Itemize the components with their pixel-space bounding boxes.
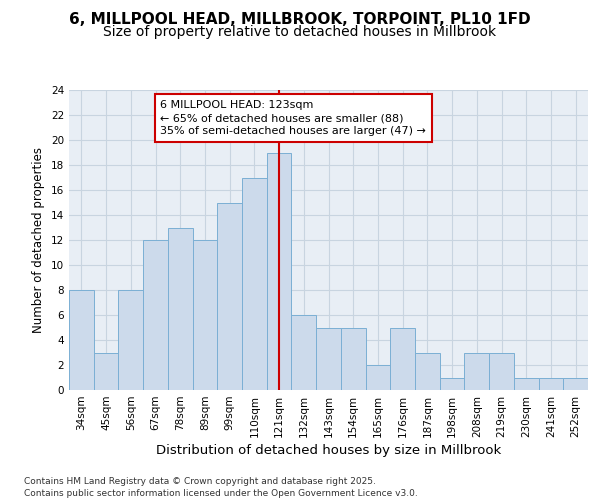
Text: 6, MILLPOOL HEAD, MILLBROOK, TORPOINT, PL10 1FD: 6, MILLPOOL HEAD, MILLBROOK, TORPOINT, P… xyxy=(69,12,531,28)
X-axis label: Distribution of detached houses by size in Millbrook: Distribution of detached houses by size … xyxy=(156,444,501,457)
Bar xyxy=(464,352,489,390)
Text: Contains HM Land Registry data © Crown copyright and database right 2025.
Contai: Contains HM Land Registry data © Crown c… xyxy=(24,476,418,498)
Bar xyxy=(217,202,242,390)
Bar xyxy=(193,240,217,390)
Text: 6 MILLPOOL HEAD: 123sqm
← 65% of detached houses are smaller (88)
35% of semi-de: 6 MILLPOOL HEAD: 123sqm ← 65% of detache… xyxy=(160,100,427,136)
Bar xyxy=(94,352,118,390)
Bar xyxy=(118,290,143,390)
Bar xyxy=(341,328,365,390)
Bar xyxy=(143,240,168,390)
Bar xyxy=(168,228,193,390)
Bar xyxy=(514,378,539,390)
Bar xyxy=(69,290,94,390)
Bar xyxy=(489,352,514,390)
Bar xyxy=(267,152,292,390)
Bar xyxy=(242,178,267,390)
Bar xyxy=(292,315,316,390)
Bar xyxy=(440,378,464,390)
Y-axis label: Number of detached properties: Number of detached properties xyxy=(32,147,46,333)
Bar xyxy=(316,328,341,390)
Bar xyxy=(563,378,588,390)
Bar xyxy=(390,328,415,390)
Bar xyxy=(415,352,440,390)
Bar xyxy=(539,378,563,390)
Bar xyxy=(365,365,390,390)
Text: Size of property relative to detached houses in Millbrook: Size of property relative to detached ho… xyxy=(103,25,497,39)
